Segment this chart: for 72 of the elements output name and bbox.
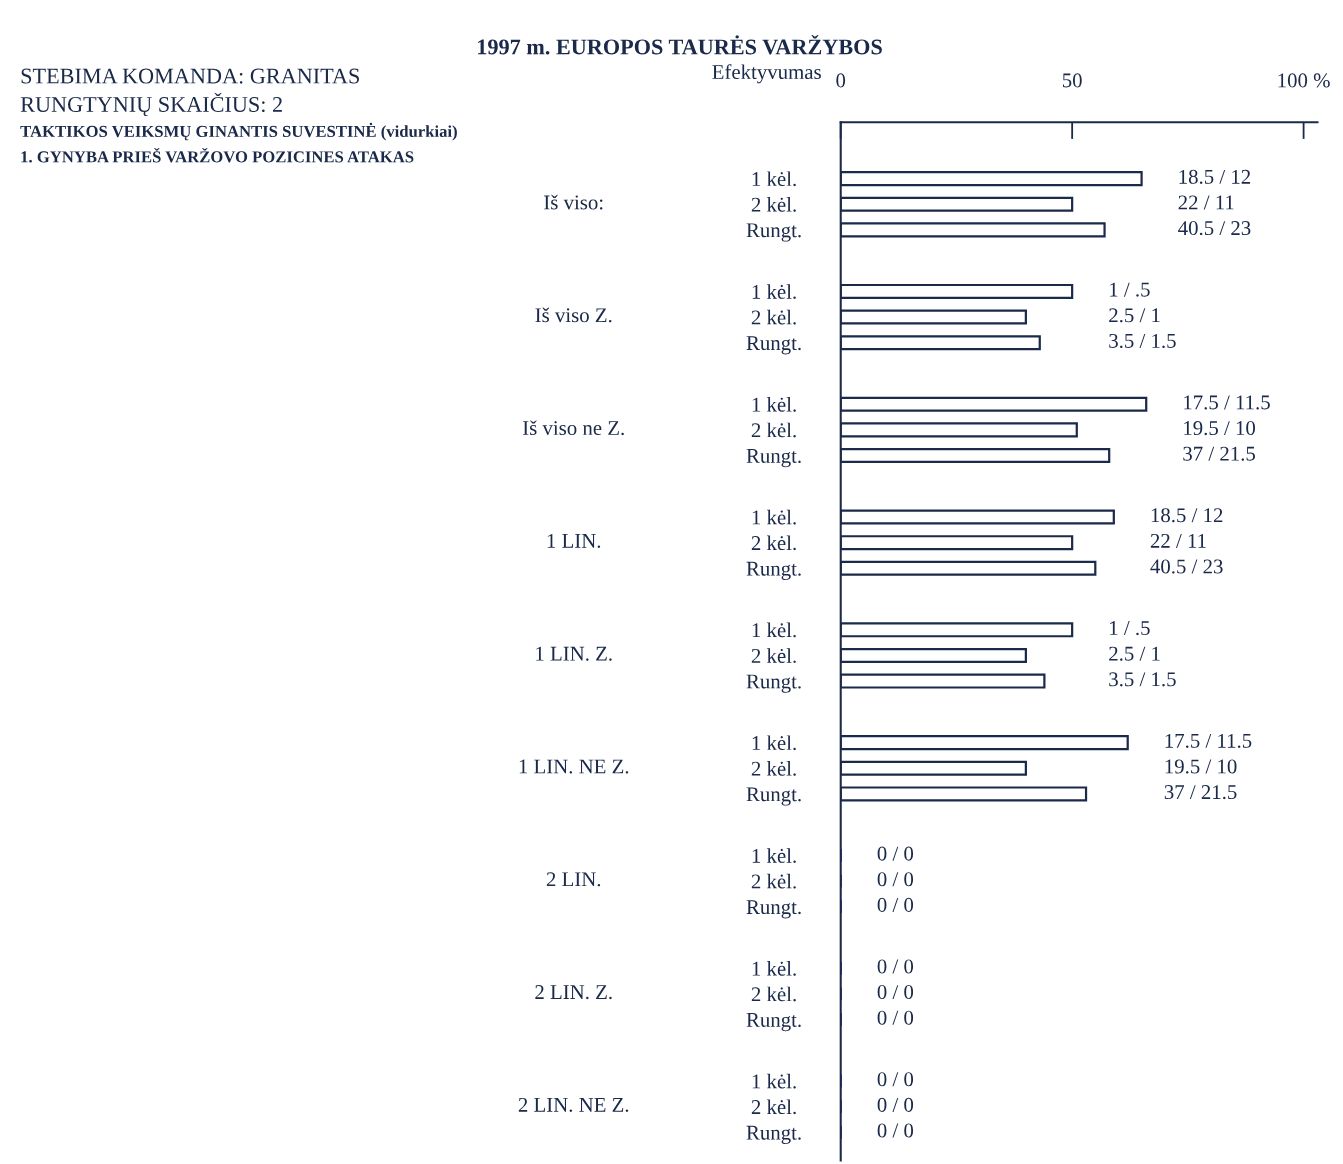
- x-tick-label: 0: [836, 73, 846, 88]
- text: 2 LIN. NE Z.: [518, 1097, 629, 1112]
- y-tick-label: Rungt.: [746, 223, 801, 242]
- annotation: 0 / 0: [877, 1072, 914, 1087]
- y-tick-label: 2 kėl.: [751, 422, 796, 438]
- annotation: 2.5 / 1: [1109, 646, 1160, 661]
- annotation: 18.5 / 12: [1179, 169, 1251, 184]
- y-tick-label: 2 kėl.: [751, 197, 796, 212]
- text: 1 LIN.: [547, 533, 601, 548]
- y-tick-label: 1 kėl.: [752, 1073, 796, 1089]
- y-tick-label: Rungt.: [746, 900, 801, 919]
- y-tick-label: 1 kėl.: [752, 961, 796, 976]
- y-tick-label: Rungt.: [746, 1125, 801, 1144]
- y-tick-label: 1 kėl.: [752, 622, 796, 638]
- x-tick-label: 100 %: [1278, 73, 1330, 88]
- annotation: 17.5 / 11.5: [1184, 395, 1270, 410]
- annotation: 40.5 / 23: [1178, 221, 1251, 236]
- y-tick-label: Rungt.: [746, 787, 801, 806]
- annotation: 37 / 21.5: [1183, 446, 1256, 461]
- y-tick-label: 2 kėl.: [751, 986, 796, 1002]
- chart-title: 1997 m. EUROPOS TAURĖS VARŽYBOS: [478, 35, 882, 55]
- y-tick-label: Rungt.: [746, 561, 801, 580]
- annotation: 17.5 / 11.5: [1165, 733, 1252, 748]
- annotation: 3.5 / 1.5: [1109, 672, 1176, 687]
- annotation: 3.5 / 1.5: [1109, 333, 1176, 348]
- y-tick-label: 2 kėl.: [751, 309, 796, 325]
- text: 1 LIN. NE Z.: [519, 759, 629, 774]
- y-tick-label: 1 kėl.: [752, 735, 796, 751]
- annotation: 22 / 11: [1150, 533, 1206, 548]
- text: 1. GYNYBA PRIEŠ VARŽOVO POZICINES ATAKAS: [21, 147, 414, 163]
- annotation: 19.5 / 10: [1165, 759, 1237, 774]
- text: TAKTIKOS VEIKSMŲ GINANTIS SUVESTINĖ (vidurkiai): [20, 122, 457, 141]
- annotation: 2.5 / 1: [1109, 308, 1160, 323]
- annotation: 19.5 / 10: [1184, 421, 1256, 436]
- annotation: 0 / 0: [877, 959, 914, 974]
- text: Iš viso Z.: [535, 307, 612, 323]
- y-tick-label: 1 kėl.: [752, 284, 796, 299]
- y-tick-label: 1 kėl.: [752, 397, 796, 412]
- y-tick-label: 2 kėl.: [751, 535, 796, 551]
- y-tick-label: Rungt.: [746, 1013, 801, 1032]
- annotation: 0 / 0: [877, 1010, 914, 1025]
- annotation: 37 / 21.5: [1164, 785, 1237, 800]
- y-tick-label: 1 kėl.: [752, 171, 796, 187]
- text: Iš viso ne Z.: [522, 420, 624, 436]
- y-tick-label: 2 kėl.: [751, 761, 796, 776]
- annotation: 18.5 / 12: [1151, 508, 1223, 523]
- text: Iš viso:: [544, 194, 603, 210]
- y-tick-label: 1 kėl.: [752, 509, 796, 525]
- text: 2 LIN. Z.: [535, 985, 612, 1000]
- annotation: 0 / 0: [877, 985, 914, 1000]
- y-tick-label: 2 kėl.: [751, 648, 796, 663]
- annotation: 0 / 0: [877, 1097, 914, 1112]
- y-tick-label: 2 kėl.: [751, 873, 796, 889]
- annotation: 22 / 11: [1178, 195, 1234, 210]
- y-tick-label: 2 kėl.: [751, 1099, 796, 1115]
- annotation: 0 / 0: [877, 872, 914, 887]
- text: RUNGTYNIŲ SKAIČIUS: 2: [20, 92, 282, 117]
- x-axis-title: Efektyvumas: [712, 64, 821, 84]
- annotation: 0 / 0: [877, 1123, 914, 1138]
- annotation: 40.5 / 23: [1150, 559, 1223, 574]
- annotation: 1 / .5: [1110, 282, 1150, 297]
- text: STEBIMA KOMANDA: GRANITAS: [21, 68, 359, 84]
- annotation: 0 / 0: [877, 897, 914, 912]
- annotation: 1 / .5: [1110, 621, 1150, 636]
- text: 2 LIN.: [546, 872, 601, 887]
- y-tick-label: Rungt.: [746, 336, 801, 355]
- y-tick-label: Rungt.: [746, 449, 801, 468]
- y-tick-label: Rungt.: [746, 674, 801, 693]
- y-tick-label: 1 kėl.: [752, 848, 796, 863]
- text: 1 LIN. Z.: [536, 646, 612, 661]
- x-tick-label: 50: [1062, 73, 1082, 88]
- annotation: 0 / 0: [877, 846, 914, 861]
